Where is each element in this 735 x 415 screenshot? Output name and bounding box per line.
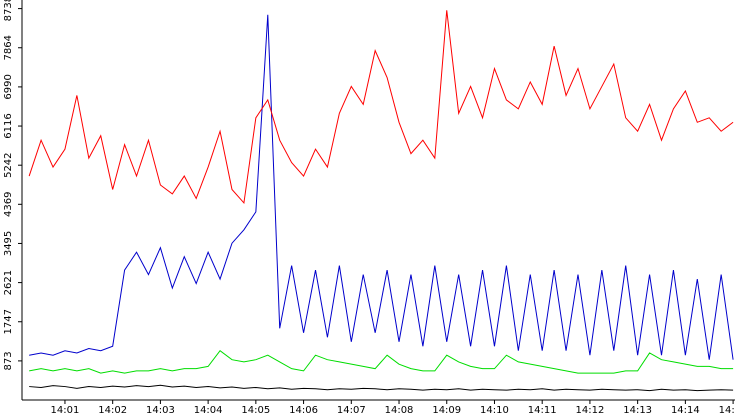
x-tick-label: 14:11 [528,405,557,415]
x-tick-label: 14:12 [576,405,605,415]
y-tick-label: 7864 [3,35,14,60]
y-tick-label: 873 [3,351,14,370]
y-tick-label: 8738 [3,0,14,21]
x-tick-label: 14:10 [480,405,509,415]
x-tick-label: 14:03 [146,405,175,415]
series-line [28,10,734,205]
x-tick-label: 14:08 [385,405,414,415]
x-tick-label: 14:05 [241,405,270,415]
x-tick-label: 14:02 [98,405,127,415]
y-tick-label: 6116 [3,113,14,138]
x-tick-label: 14:13 [623,405,652,415]
x-tick-label: 14:09 [432,405,461,415]
series-line [29,384,734,392]
x-tick-label: 14:04 [194,405,223,415]
x-tick-label: 14:15 [719,405,735,415]
y-tick-label: 3495 [3,231,14,256]
x-tick-label: 14:07 [337,405,366,415]
y-tick-label: 1747 [3,309,14,334]
x-tick-label: 14:06 [289,405,318,415]
x-tick-label: 14:01 [51,405,80,415]
y-tick-label: 2621 [3,270,14,295]
y-tick-label: 4369 [3,192,14,217]
series-line [29,14,734,360]
x-tick-label: 14:14 [671,405,700,415]
y-tick-label: 5242 [3,152,14,177]
series-line [29,350,734,374]
y-tick-label: 6990 [3,74,14,99]
